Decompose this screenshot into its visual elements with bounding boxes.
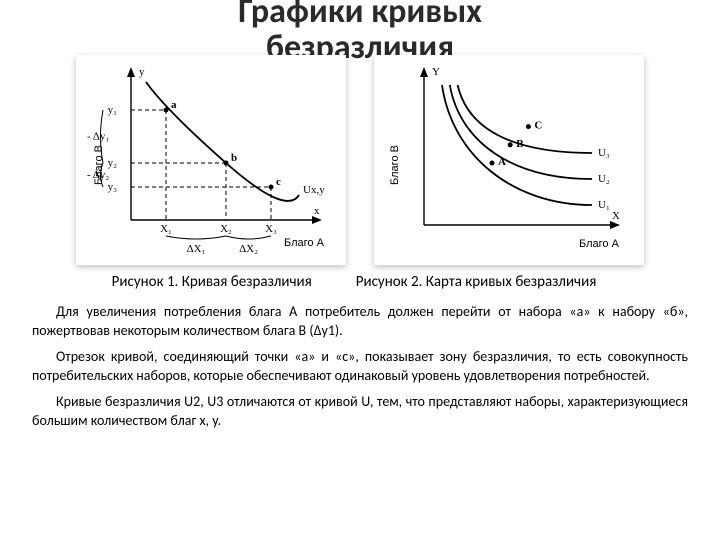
svg-text:U₃: U₃	[598, 147, 610, 159]
figure-1-svg: уxБлаго ВБлаго АUх,yabcy₁y₂y₃- Δy₁- Δy₂X…	[76, 55, 346, 265]
svg-text:- Δy₁: - Δy₁	[87, 131, 109, 143]
svg-text:c: c	[276, 176, 281, 188]
captions-row: Рисунок 1. Кривая безразличия Рисунок 2.…	[0, 273, 720, 291]
svg-text:C: C	[534, 120, 542, 132]
svg-text:X₃: X₃	[265, 223, 277, 235]
svg-text:у: у	[139, 66, 145, 78]
svg-text:X₂: X₂	[220, 223, 232, 235]
svg-text:x: x	[314, 205, 320, 217]
body-text: Для увеличения потребления блага А потре…	[0, 291, 720, 430]
figures-row: у x Благо В Благо А Uх,y a b c y₁ y₂ y₃ - Δy₁ - Δy₂ X…	[0, 55, 720, 265]
svg-text:X₁: X₁	[160, 223, 172, 235]
figure-2: YXБлаго ВБлаго АU₁AU₂BU₃C	[374, 55, 644, 265]
svg-text:y₂: y₂	[108, 157, 118, 169]
svg-text:ΔX₁: ΔX₁	[187, 243, 206, 255]
svg-text:ΔX₂: ΔX₂	[239, 243, 258, 255]
caption-2: Рисунок 2. Карта кривых безразличия	[356, 273, 597, 291]
svg-text:Uх,y: Uх,y	[303, 184, 325, 196]
paragraph-2: Отрезок кривой, соединяющий точки «a» и …	[32, 348, 688, 385]
svg-text:Благо В: Благо В	[389, 145, 401, 185]
svg-text:U₂: U₂	[598, 173, 610, 185]
svg-text:X: X	[612, 210, 620, 222]
svg-text:U₁: U₁	[598, 199, 610, 211]
svg-text:Благо А: Благо А	[284, 237, 325, 249]
svg-text:- Δy₂: - Δy₂	[87, 169, 109, 181]
svg-text:y₃: y₃	[108, 181, 118, 193]
paragraph-3: Кривые безразличия U2, U3 отличаются от …	[32, 393, 688, 430]
svg-text:a: a	[171, 99, 177, 111]
caption-1: Рисунок 1. Кривая безразличия	[112, 273, 312, 291]
figure-2-svg: YXБлаго ВБлаго АU₁AU₂BU₃C	[374, 55, 644, 265]
svg-text:b: b	[231, 152, 237, 164]
figure-1: уxБлаго ВБлаго АUх,yabcy₁y₂y₃- Δy₁- Δy₂X…	[76, 55, 346, 265]
paragraph-1: Для увеличения потребления блага А потре…	[32, 303, 688, 340]
svg-text:y₁: y₁	[108, 104, 118, 116]
svg-text:Благо А: Благо А	[579, 238, 620, 250]
svg-text:Y: Y	[432, 66, 440, 78]
